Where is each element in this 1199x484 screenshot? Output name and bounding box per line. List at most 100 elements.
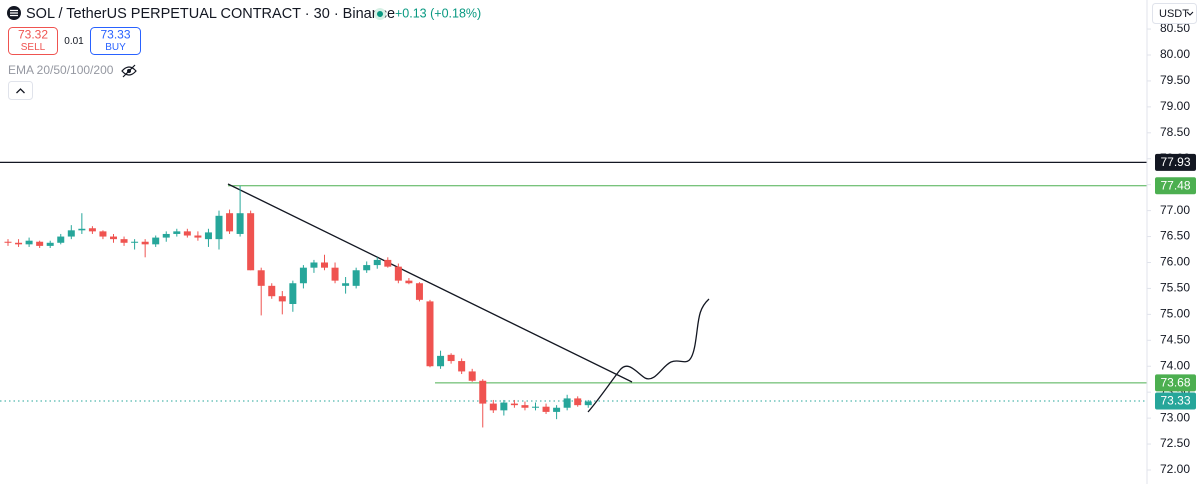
candle-body [46,242,54,246]
candle-body [542,406,550,412]
price-label: 77.48 [1160,178,1190,192]
candle-body [437,355,445,367]
candle-body [342,283,350,286]
candle-body [574,398,582,406]
candle-body [99,231,107,237]
collapse-button[interactable] [8,81,33,100]
candle-body [458,361,466,372]
price-label-box [1155,374,1196,392]
sell-label: SELL [21,42,46,53]
candle-body [173,231,181,234]
price-labels: 77.93 77.48 73.68 73.33 [1155,153,1196,410]
candle-body [110,236,117,240]
candle-body [426,301,434,367]
candle-body [257,270,265,286]
candle-body [321,262,328,268]
candle-body [57,236,65,243]
candle-body [352,270,360,286]
y-tick-label: 77.00 [1160,203,1190,217]
candle-body [584,401,592,406]
y-tick-label: 76.00 [1160,255,1190,269]
candle-body [78,228,86,231]
y-tick-label: 74.00 [1160,358,1190,372]
candle-body [331,267,339,281]
candle-body [4,241,12,243]
candle-body [194,235,202,238]
y-tick-label: 72.50 [1160,436,1190,450]
y-tick-label: 80.50 [1160,21,1190,35]
currency-label: USDT [1159,8,1189,20]
sell-price: 73.32 [18,28,48,42]
buy-price: 73.33 [100,28,130,42]
buy-label: BUY [105,42,126,53]
y-tick-label: 79.50 [1160,73,1190,87]
candle-body [183,231,191,236]
candle-body [36,241,44,246]
price-change: +0.13 (+0.18%) [395,6,481,20]
candle-body [394,266,402,281]
price-label-box [1155,392,1196,410]
price-label-box [1155,177,1196,195]
price-label-box [1155,153,1196,171]
trend-line [227,183,633,383]
price-label: 73.33 [1160,394,1190,408]
dropdown-chevron [1186,11,1194,16]
price-label: 77.93 [1160,155,1190,169]
candle-body [247,213,255,271]
candle-body [299,267,307,284]
candle-body [489,403,497,411]
candle-body [563,398,571,408]
candle-body [236,213,244,234]
candle-body [215,215,223,240]
candle-body [25,240,33,245]
candle-body [88,228,96,232]
candle-body [373,259,381,266]
candles [4,185,592,428]
candle-body [479,380,487,404]
candle-body [447,354,455,362]
y-tick-label: 72.00 [1160,462,1190,476]
candle-body [204,232,212,240]
candle-body [415,283,423,300]
candle-body [310,262,318,268]
candle-body [468,371,476,381]
y-tick-label: 78.50 [1160,125,1190,139]
projection-drawing [587,298,710,413]
y-tick-label: 74.50 [1160,332,1190,346]
collapse-chevron [16,88,25,94]
candle-body [141,241,149,245]
candle-body [15,242,23,245]
price-lines [0,161,1147,402]
symbol-icon-lines [10,9,18,17]
candle-body [268,285,276,297]
y-tick-label: 80.00 [1160,47,1190,61]
indicator-label: EMA 20/50/100/200 [8,63,114,77]
candle-body [289,283,297,304]
symbol-title: SOL / TetherUS PERPETUAL CONTRACT · 30 ·… [26,6,395,22]
currency-dropdown[interactable] [1152,3,1197,24]
candle-body [553,407,561,412]
hide-icon[interactable] [121,64,137,78]
status-dot [377,11,383,17]
eye-slash [122,64,136,78]
spread: 0.01 [64,36,84,47]
sell-button[interactable] [8,27,58,55]
y-tick-label: 75.00 [1160,307,1190,321]
price-label: 73.68 [1160,376,1190,390]
candle-body [500,402,508,411]
candle-body [384,259,392,267]
candle-body [532,406,539,408]
candle-body [405,280,413,284]
candle-body [363,265,371,271]
candle-body [120,239,128,243]
candle-body [521,405,529,408]
candle-body [162,233,170,238]
buy-button[interactable] [90,27,141,55]
candle-body [152,237,160,245]
candle-body [67,230,75,237]
candle-body [278,296,286,302]
candle-body [510,403,518,406]
candle-body [226,213,234,232]
